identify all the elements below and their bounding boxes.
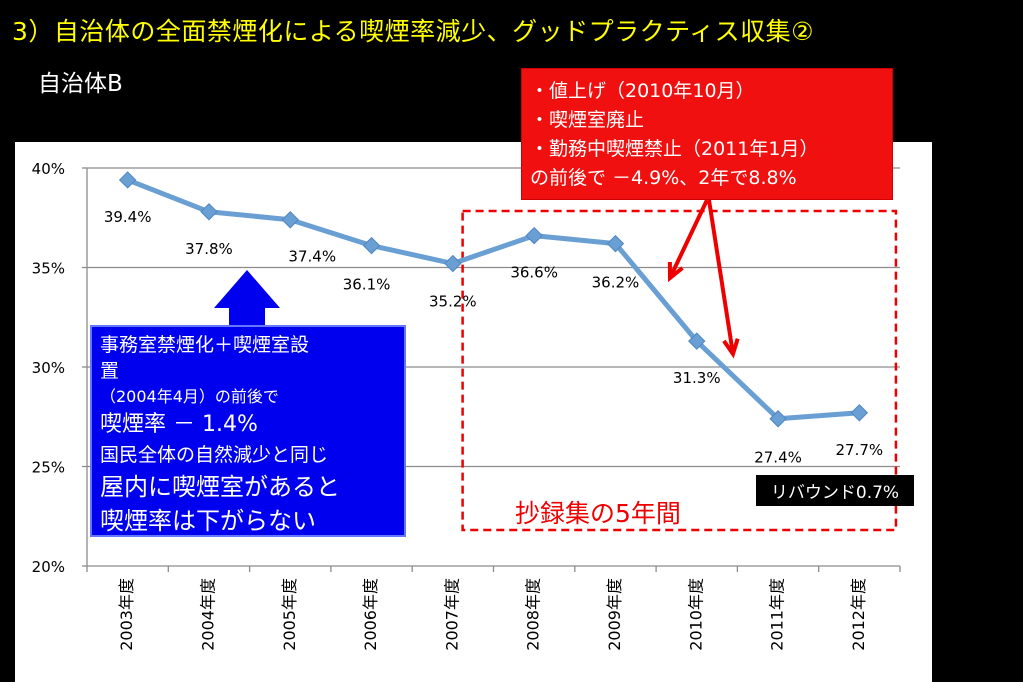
x-tick-label: 2012年度 [849, 578, 868, 651]
y-tick-label: 35% [32, 260, 65, 278]
y-tick-label: 20% [32, 558, 65, 576]
data-label: 37.8% [185, 240, 233, 258]
data-label: 37.4% [288, 248, 336, 266]
data-label: 31.3% [673, 369, 721, 387]
red-callout-line: ・勤務中喫煙禁止（2011年1月） [530, 138, 819, 160]
x-tick-label: 2005年度 [280, 578, 299, 651]
data-label: 35.2% [429, 293, 477, 311]
blue-callout-line: 喫煙率 － 1.4% [100, 412, 258, 437]
blue-callout-line: 国民全体の自然減少と同じ [100, 444, 329, 466]
data-point-marker [118, 171, 137, 189]
data-point-marker [769, 410, 787, 428]
y-tick-label: 40% [32, 160, 65, 178]
data-point-marker [362, 236, 381, 255]
data-point-marker [200, 203, 218, 221]
data-point-marker [606, 234, 625, 253]
red-callout-line: ・値上げ（2010年10月） [530, 80, 755, 102]
data-point-marker [281, 211, 299, 229]
red-arrow-right [707, 199, 735, 355]
x-tick-label: 2009年度 [605, 578, 624, 651]
data-point-marker [444, 254, 462, 273]
red-callout-line: の前後で －4.9%、2年で8.8% [530, 167, 797, 189]
blue-callout-line: 置 [100, 360, 120, 382]
y-tick-label: 30% [32, 359, 65, 377]
x-tick-label: 2007年度 [442, 578, 461, 651]
series-line [126, 177, 860, 422]
x-tick-label: 2004年度 [198, 578, 217, 651]
slide-title: 3）自治体の全面禁煙化による喫煙率減少、グッドプラクティス収集② [12, 17, 815, 46]
x-tick-label: 2011年度 [768, 578, 787, 651]
red-callout-line: ・喫煙室廃止 [530, 109, 645, 131]
data-label: 36.6% [510, 264, 558, 282]
data-label: 27.7% [836, 441, 884, 459]
data-point-marker [850, 404, 869, 422]
data-point-marker [688, 332, 706, 350]
data-label: 27.4% [754, 449, 802, 467]
blue-callout-line: 事務室禁煙化＋喫煙室設 [100, 334, 310, 356]
x-tick-label: 2010年度 [686, 578, 705, 651]
blue-callout-line: （2004年4月）の前後で [100, 387, 279, 406]
red-arrow-right-head [722, 338, 740, 359]
data-label: 36.2% [592, 274, 640, 292]
rebound-label: リバウンド0.7% [756, 475, 914, 506]
x-tick-label: 2008年度 [524, 578, 543, 651]
blue-callout-line: 喫煙率は下がらない [100, 507, 316, 535]
blue-up-arrow [214, 270, 280, 325]
y-tick-label: 25% [32, 459, 65, 477]
municipality-label: 自治体B [38, 71, 123, 97]
x-tick-label: 2006年度 [361, 578, 380, 651]
red-arrow-left-head [667, 261, 684, 283]
data-point-marker [525, 226, 543, 245]
red-arrow-left [668, 199, 709, 279]
period-dashed-box [461, 209, 898, 532]
data-label: 39.4% [104, 208, 152, 226]
blue-callout-line: 屋内に喫煙室があると [100, 473, 340, 501]
five-year-period-label: 抄録集の5年間 [515, 499, 681, 528]
blue-callout-2004-measures: 事務室禁煙化＋喫煙室設 置 （2004年4月）の前後で 喫煙率 － 1.4% 国… [90, 325, 406, 537]
data-label: 36.1% [343, 276, 391, 294]
x-tick-label: 2003年度 [117, 578, 136, 651]
red-callout-2010-measures: ・値上げ（2010年10月） ・喫煙室廃止 ・勤務中喫煙禁止（2011年1月） … [521, 68, 893, 200]
